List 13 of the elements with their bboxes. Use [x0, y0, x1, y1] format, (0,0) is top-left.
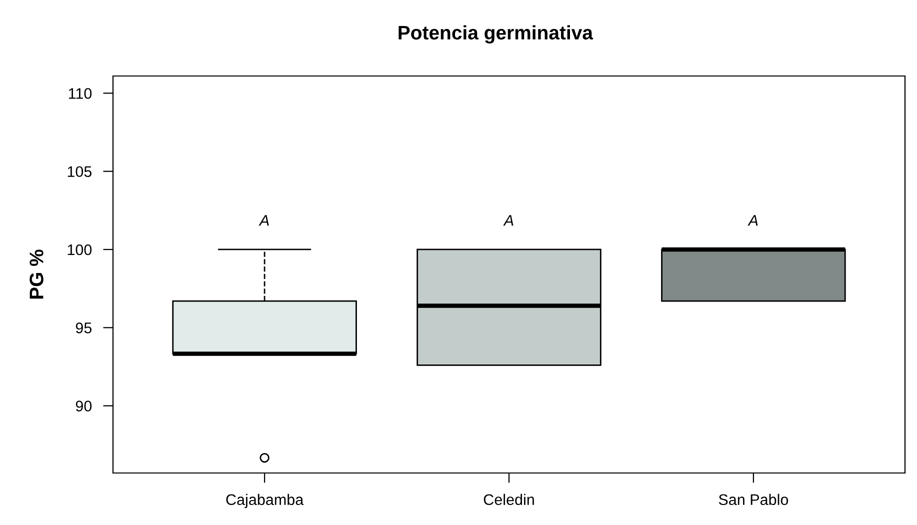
y-tick-label: 90 [76, 400, 92, 412]
y-tick-label: 110 [68, 88, 92, 99]
y-axis-title: PG % [30, 250, 44, 299]
y-tick-label: 105 [68, 166, 92, 178]
x-tick-label: Celedin [484, 494, 534, 506]
x-tick-label: Cajabamba [226, 494, 304, 508]
annotation: A [748, 215, 758, 226]
y-tick-label: 100 [68, 244, 92, 256]
x-tick-label: San Pablo [718, 494, 788, 506]
annotation: A [258, 215, 269, 226]
chart-title: Potencia germinativa [398, 25, 594, 44]
annotation: A [503, 215, 514, 226]
y-tick-label: 95 [76, 322, 92, 334]
